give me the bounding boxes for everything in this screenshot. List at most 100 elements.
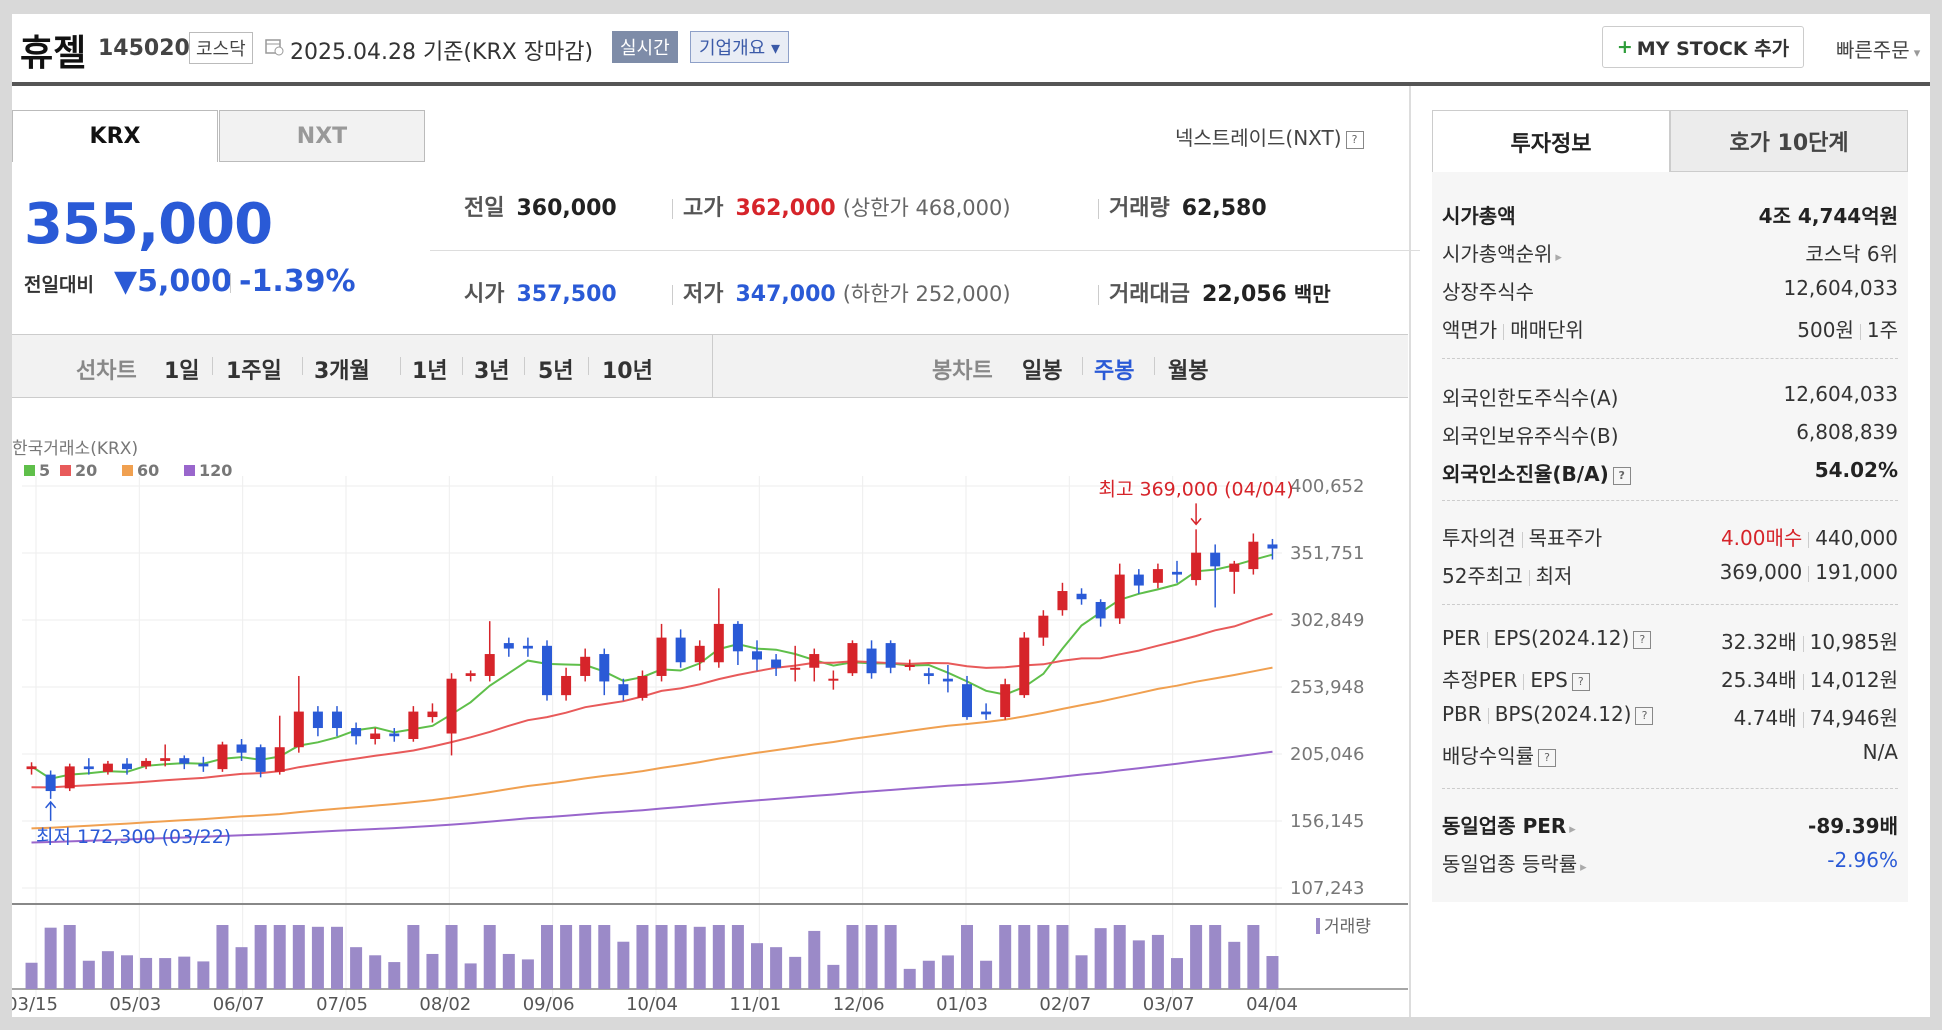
period-10y[interactable]: 10년 [602,359,653,384]
period-1w[interactable]: 1주일 [226,359,282,384]
chart-toolbar: 선차트 1일 1주일 3개월 1년 3년 5년 10년 봉차트 일봉 주봉 월봉 [12,334,1408,398]
volume-bar [178,956,191,989]
change-percent: -1.39% [230,264,356,299]
candle-body [981,711,992,715]
calendar-icon [265,39,284,56]
tab-invest-info[interactable]: 투자정보 [1432,110,1670,172]
realtime-button[interactable]: 실시간 [612,31,678,63]
candle-daily[interactable]: 일봉 [1022,359,1063,384]
volume-bar [1075,955,1088,989]
volume-bar [44,927,57,989]
volume-bar [426,953,439,989]
candle-body [1267,544,1278,549]
stat-volume: 거래량 62,580 [1098,190,1267,222]
candle-body [790,667,801,670]
low-annotation: 최저 172,300 (03/22) [36,826,231,848]
line-chart-label[interactable]: 선차트 [76,359,137,384]
candle-body [580,656,591,676]
volume-bar [560,925,573,989]
candle-body [255,747,266,772]
volume-bar [827,964,840,989]
stat-high: 고가 362,000 (상한가 468,000) [672,190,1011,222]
x-tick-label: 07/05 [316,994,368,1015]
candle-body [484,654,495,676]
candle-body [1019,637,1030,696]
stat-open: 시가 357,500 [464,282,617,307]
volume-bar [1018,925,1031,989]
stock-code: 145020 [98,36,190,61]
change-label: 전일대비 [24,274,94,296]
tab-krx[interactable]: KRX [12,110,218,162]
volume-bar [292,925,305,989]
market-badge: 코스닥 [189,32,253,64]
high-annotation: 최고 369,000 (04/04) [1098,478,1293,500]
period-1y[interactable]: 1년 [412,359,448,384]
y-tick-label: 205,046 [1290,744,1364,765]
volume-bar [82,960,95,989]
volume-bar [712,925,725,989]
volume-bar [751,943,763,989]
low-arrow [45,800,57,821]
volume-bar [903,968,916,989]
quick-order-button[interactable]: 빠른주문 ▾ [1836,38,1921,62]
candle-body [446,678,457,734]
candle-body [45,774,56,792]
candle-body [312,711,323,729]
tab-order-book[interactable]: 호가 10단계 [1670,110,1908,172]
volume-bar [1056,925,1069,989]
volume-bar [1171,958,1183,989]
candle-monthly[interactable]: 월봉 [1168,359,1209,384]
help-icon[interactable]: ? [1612,466,1631,485]
volume-bar [579,925,592,989]
candlestick-chart[interactable]: 400,652 351,751 302,849 253,948 205,046 156,1… [12,414,1408,1017]
help-icon[interactable]: ? [1635,706,1654,725]
candle-body [522,645,533,649]
candle-body [1038,615,1049,638]
volume-bar [980,960,993,989]
y-tick-label: 302,849 [1290,610,1364,631]
x-tick-label: 04/04 [1246,994,1298,1015]
candle-body [962,684,972,718]
candle-body [293,711,304,748]
candle-body [274,747,285,772]
legend-label: 120 [199,461,232,480]
volume-bar [770,947,783,989]
candle-body [122,763,132,770]
candle-weekly[interactable]: 주봉 [1094,359,1135,384]
nxt-link[interactable]: 넥스트레이드(NXT)? [1175,122,1364,151]
period-3y[interactable]: 3년 [474,359,510,384]
company-overview-dropdown[interactable]: 기업개요 ▾ [690,31,789,63]
help-icon[interactable]: ? [1633,630,1652,649]
ma-line-60 [31,666,1273,830]
period-1d[interactable]: 1일 [164,359,200,384]
help-icon[interactable]: ? [1538,748,1556,767]
volume-bar [693,926,706,989]
volume-bar [159,958,172,989]
tab-nxt[interactable]: NXT [219,110,425,162]
y-tick-label: 107,243 [1290,878,1364,899]
y-tick-label: 253,948 [1290,677,1364,698]
help-icon[interactable]: ? [1345,130,1364,149]
candle-body [64,766,75,789]
candle-body [1114,574,1125,619]
candle-body [1095,601,1106,619]
period-5y[interactable]: 5년 [538,359,574,384]
candle-body [771,659,782,668]
x-tick-label: 09/06 [523,994,575,1015]
add-mystock-button[interactable]: + MY STOCK 추가 [1602,26,1804,68]
candle-body [1229,563,1240,572]
ma-line-120 [31,750,1273,844]
volume-bar [999,925,1012,989]
volume-bar [407,925,420,989]
candle-chart-label[interactable]: 봉차트 [932,359,993,384]
volume-bar [464,963,477,989]
help-icon[interactable]: ? [1571,672,1590,691]
volume-bar [1094,928,1107,989]
candle-body [370,733,381,739]
period-3m[interactable]: 3개월 [314,359,370,384]
candle-body [503,643,514,649]
candle-body [102,763,113,772]
volume-bar [216,925,229,989]
volume-bar [1266,956,1279,989]
stat-amount: 거래대금 22,056 백만 [1098,276,1331,308]
